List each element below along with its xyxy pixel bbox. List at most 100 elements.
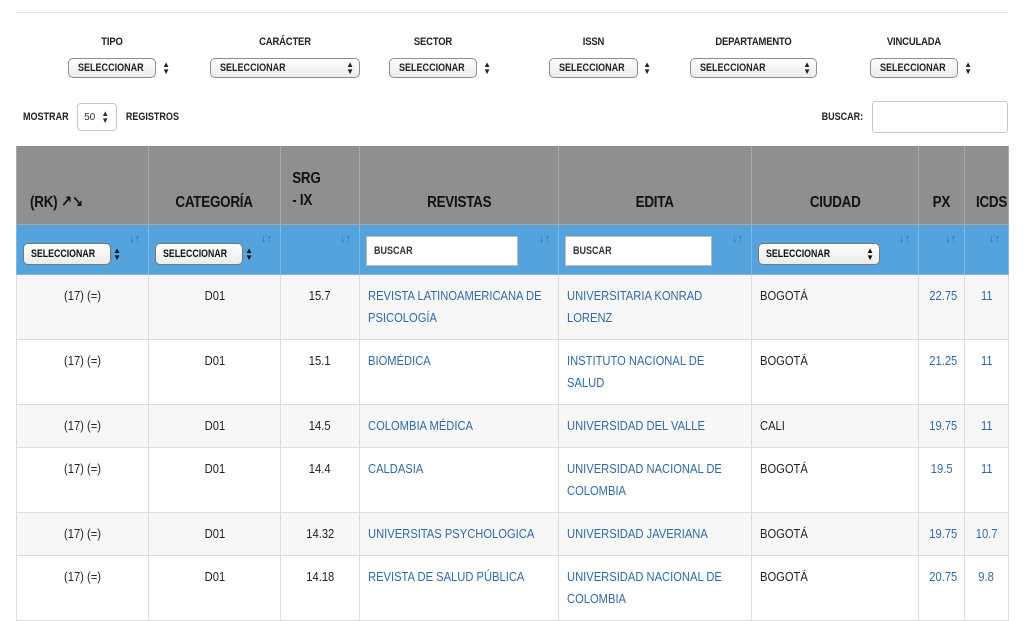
- filter-label: SECTOR: [413, 36, 453, 48]
- caracter-select[interactable]: SELECCIONAR ▲ ▼: [210, 58, 360, 78]
- vinculada-select[interactable]: SELECCIONAR ▲ ▼: [870, 58, 972, 78]
- cell-revista-link[interactable]: REVISTA DE SALUD PÚBLICA: [359, 554, 559, 621]
- cell-px[interactable]: 22.75: [918, 273, 965, 340]
- cell-srg: 15.1: [280, 338, 360, 405]
- revistas-search-input[interactable]: BUSCAR: [366, 236, 518, 266]
- select-arrows-icon: ▲ ▼: [101, 109, 110, 125]
- cell-ciudad: BOGOTÁ: [751, 273, 919, 340]
- filter-departamento: DEPARTAMENTO SELECCIONAR ▲ ▼: [690, 36, 817, 78]
- cell-icds[interactable]: 11: [964, 446, 1009, 513]
- header-icds[interactable]: ICDS: [964, 146, 1009, 225]
- header-rk[interactable]: (RK) ↗↘: [16, 146, 149, 225]
- table-row: (17) (=) D01 14.5 COLOMBIA MÉDICA UNIVER…: [16, 403, 1009, 448]
- cell-srg: 15.7: [280, 273, 360, 340]
- sort-icon[interactable]: ↓↑: [539, 232, 550, 245]
- select-arrows-icon: ▲ ▼: [162, 60, 170, 76]
- header-px[interactable]: PX: [918, 146, 965, 225]
- sector-select[interactable]: SELECCIONAR ▲ ▼: [389, 58, 491, 78]
- sort-icon[interactable]: ↓↑: [261, 232, 272, 245]
- top-divider: [16, 12, 1008, 13]
- cell-rk: (17) (=): [16, 554, 149, 621]
- filter-label: VINCULADA: [886, 36, 942, 48]
- select-arrows-icon: ▲ ▼: [643, 60, 651, 76]
- cell-edita-link[interactable]: INSTITUTO NACIONAL DE SALUD: [558, 338, 752, 405]
- global-search: BUSCAR:: [817, 101, 1008, 133]
- sort-icon[interactable]: ↓↑: [732, 232, 743, 245]
- cell-revista-link[interactable]: COLOMBIA MÉDICA: [359, 403, 559, 448]
- cell-rk: (17) (=): [16, 446, 149, 513]
- sort-icon[interactable]: ↓↑: [899, 232, 910, 245]
- categoria-select[interactable]: SELECCIONAR ▲ ▼: [155, 243, 253, 265]
- cell-ciudad: BOGOTÁ: [751, 511, 919, 556]
- rk-select[interactable]: SELECCIONAR ▲ ▼: [23, 243, 121, 265]
- header-srg-ix[interactable]: SRG - IX: [280, 146, 360, 225]
- sort-icon[interactable]: ↓↑: [340, 232, 351, 245]
- col-filter-edita: BUSCAR ↓↑: [558, 223, 752, 275]
- table-row: (17) (=) D01 14.18 REVISTA DE SALUD PÚBL…: [16, 554, 1009, 621]
- cell-px[interactable]: 20.75: [918, 554, 965, 621]
- table-row: (17) (=) D01 15.7 REVISTA LATINOAMERICAN…: [16, 273, 1009, 340]
- filter-caracter: CARÁCTER SELECCIONAR ▲ ▼: [210, 36, 360, 78]
- sort-icon[interactable]: ↓↑: [129, 232, 140, 245]
- length-suffix: REGISTROS: [125, 111, 179, 123]
- tipo-select[interactable]: SELECCIONAR ▲ ▼: [68, 58, 170, 78]
- journals-table: (RK) ↗↘ CATEGORÍA SRG - IX REVISTAS EDIT…: [16, 146, 1009, 621]
- cell-srg: 14.32: [280, 511, 360, 556]
- ciudad-select[interactable]: SELECCIONAR ▲ ▼: [758, 243, 880, 265]
- sort-icon[interactable]: ↓↑: [989, 232, 1000, 245]
- cell-revista-link[interactable]: UNIVERSITAS PSYCHOLOGICA: [359, 511, 559, 556]
- edita-search-input[interactable]: BUSCAR: [565, 236, 712, 266]
- filter-label: CARÁCTER: [259, 36, 311, 48]
- cell-edita-link[interactable]: UNIVERSIDAD JAVERIANA: [558, 511, 752, 556]
- table-row: (17) (=) D01 14.4 CALDASIA UNIVERSIDAD N…: [16, 446, 1009, 513]
- header-revistas[interactable]: REVISTAS: [359, 146, 559, 225]
- cell-srg: 14.18: [280, 554, 360, 621]
- length-select[interactable]: 50 ▲ ▼: [76, 103, 117, 131]
- cell-px[interactable]: 19.75: [918, 511, 965, 556]
- length-control: MOSTRAR 50 ▲ ▼ REGISTROS: [18, 103, 184, 131]
- cell-srg: 14.4: [280, 446, 360, 513]
- cell-icds[interactable]: 11: [964, 273, 1009, 340]
- filter-bar: TIPO SELECCIONAR ▲ ▼ CARÁCTER SELECCIONAR…: [0, 36, 1024, 96]
- search-input[interactable]: [872, 101, 1008, 133]
- cell-ciudad: BOGOTÁ: [751, 338, 919, 405]
- header-categoria[interactable]: CATEGORÍA: [148, 146, 281, 225]
- cell-revista-link[interactable]: REVISTA LATINOAMERICANA DE PSICOLOGÍA: [359, 273, 559, 340]
- col-filter-px: ↓↑: [918, 223, 965, 275]
- cell-edita-link[interactable]: UNIVERSITARIA KONRAD LORENZ: [558, 273, 752, 340]
- cell-edita-link[interactable]: UNIVERSIDAD NACIONAL DE COLOMBIA: [558, 446, 752, 513]
- cell-px[interactable]: 19.5: [918, 446, 965, 513]
- cell-icds[interactable]: 10.7: [964, 511, 1009, 556]
- cell-edita-link[interactable]: UNIVERSIDAD DEL VALLE: [558, 403, 752, 448]
- filter-label: TIPO: [101, 36, 123, 48]
- cell-ciudad: BOGOTÁ: [751, 554, 919, 621]
- cell-categoria: D01: [148, 338, 281, 405]
- issn-select[interactable]: SELECCIONAR ▲ ▼: [549, 58, 651, 78]
- sort-icon[interactable]: ↓↑: [945, 232, 956, 245]
- cell-revista-link[interactable]: CALDASIA: [359, 446, 559, 513]
- cell-categoria: D01: [148, 273, 281, 340]
- header-ciudad[interactable]: CIUDAD: [751, 146, 919, 225]
- select-arrows-icon: ▲ ▼: [346, 60, 354, 76]
- cell-edita-link[interactable]: UNIVERSIDAD NACIONAL DE COLOMBIA: [558, 554, 752, 621]
- cell-px[interactable]: 21.25: [918, 338, 965, 405]
- header-edita[interactable]: EDITA: [558, 146, 752, 225]
- cell-categoria: D01: [148, 446, 281, 513]
- cell-ciudad: BOGOTÁ: [751, 446, 919, 513]
- cell-icds[interactable]: 9.8: [964, 554, 1009, 621]
- filter-tipo: TIPO SELECCIONAR ▲ ▼: [68, 36, 170, 78]
- cell-rk: (17) (=): [16, 511, 149, 556]
- cell-icds[interactable]: 11: [964, 338, 1009, 405]
- departamento-select[interactable]: SELECCIONAR ▲ ▼: [690, 58, 817, 78]
- col-filter-categoria: SELECCIONAR ▲ ▼ ↓↑: [148, 223, 281, 275]
- cell-px[interactable]: 19.75: [918, 403, 965, 448]
- cell-icds[interactable]: 11: [964, 403, 1009, 448]
- col-filter-revistas: BUSCAR ↓↑: [359, 223, 559, 275]
- cell-revista-link[interactable]: BIOMÉDICA: [359, 338, 559, 405]
- cell-rk: (17) (=): [16, 338, 149, 405]
- col-filter-srg: ↓↑: [280, 223, 360, 275]
- search-label: BUSCAR:: [821, 111, 864, 123]
- filter-label: ISSN: [582, 36, 605, 48]
- filter-sector: SECTOR SELECCIONAR ▲ ▼: [389, 36, 491, 78]
- select-arrows-icon: ▲ ▼: [803, 60, 811, 76]
